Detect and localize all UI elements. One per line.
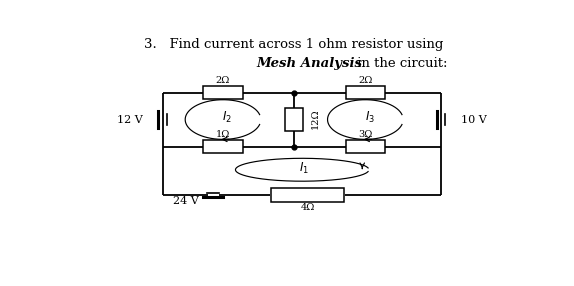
Bar [346,86,385,99]
Text: 1Ω: 1Ω [216,130,230,139]
Bar [203,140,243,153]
Text: 12Ω: 12Ω [311,109,320,130]
Bar [272,188,344,202]
Bar [285,108,303,131]
Text: 2Ω: 2Ω [216,76,230,85]
Bar [346,140,385,153]
Bar [203,86,243,99]
Text: $I_1$: $I_1$ [300,161,309,176]
Text: 24 V: 24 V [173,196,199,206]
Text: 3Ω: 3Ω [358,130,373,139]
Text: 12 V: 12 V [117,115,143,125]
Text: $I_2$: $I_2$ [223,110,232,125]
Text: 3.   Find current across 1 ohm resistor using: 3. Find current across 1 ohm resistor us… [145,38,444,51]
Text: $I_3$: $I_3$ [365,110,375,125]
Text: in the circuit:: in the circuit: [353,57,447,70]
Text: Mesh Analysis: Mesh Analysis [257,57,362,70]
Text: 4Ω: 4Ω [300,203,315,212]
Text: 10 V: 10 V [461,115,487,125]
Text: 2Ω: 2Ω [358,76,373,85]
